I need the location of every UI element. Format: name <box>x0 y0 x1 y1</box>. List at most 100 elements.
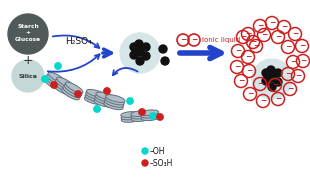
Circle shape <box>142 148 148 154</box>
Ellipse shape <box>106 95 125 102</box>
Text: Silica: Silica <box>19 74 38 78</box>
Ellipse shape <box>94 99 113 107</box>
Ellipse shape <box>64 84 82 96</box>
Circle shape <box>120 33 160 73</box>
Circle shape <box>130 43 138 51</box>
Text: −: − <box>281 22 287 31</box>
Circle shape <box>104 88 110 94</box>
Ellipse shape <box>44 79 62 90</box>
Text: +: + <box>23 54 33 67</box>
Text: −: − <box>191 35 197 44</box>
Text: −: − <box>246 66 252 75</box>
Ellipse shape <box>96 92 115 100</box>
Ellipse shape <box>131 116 149 122</box>
Circle shape <box>94 106 100 112</box>
Ellipse shape <box>86 92 105 100</box>
Circle shape <box>130 51 138 59</box>
Text: Starch
+
Glucose: Starch + Glucose <box>15 24 41 42</box>
Text: −: − <box>269 18 275 27</box>
Ellipse shape <box>95 97 114 105</box>
Circle shape <box>157 114 163 120</box>
Ellipse shape <box>53 84 71 95</box>
Circle shape <box>159 45 167 53</box>
Circle shape <box>262 69 270 77</box>
Ellipse shape <box>63 86 81 98</box>
Circle shape <box>135 40 143 48</box>
Ellipse shape <box>48 72 66 83</box>
Text: –OH: –OH <box>150 146 166 156</box>
Ellipse shape <box>121 114 139 120</box>
Ellipse shape <box>47 74 64 86</box>
Ellipse shape <box>95 94 115 102</box>
Text: −: − <box>261 30 267 39</box>
Circle shape <box>142 52 150 60</box>
Text: −: − <box>260 96 266 105</box>
Ellipse shape <box>57 77 74 88</box>
Text: −: − <box>245 29 251 38</box>
Circle shape <box>139 109 145 115</box>
Text: −: − <box>295 71 301 80</box>
Circle shape <box>127 98 133 104</box>
Text: −: − <box>272 80 278 89</box>
Text: −: − <box>250 37 256 46</box>
Circle shape <box>42 76 48 82</box>
Circle shape <box>136 48 144 56</box>
Ellipse shape <box>86 90 106 97</box>
Text: −: − <box>180 35 186 44</box>
Ellipse shape <box>62 89 79 100</box>
Circle shape <box>252 59 292 99</box>
Ellipse shape <box>104 99 124 107</box>
Ellipse shape <box>121 112 139 117</box>
Text: −: − <box>292 29 298 38</box>
Circle shape <box>268 74 276 82</box>
Text: −: − <box>285 69 291 78</box>
Text: −: − <box>290 57 296 66</box>
Ellipse shape <box>131 113 149 119</box>
Ellipse shape <box>55 79 73 91</box>
Text: −: − <box>245 52 251 61</box>
Circle shape <box>150 113 156 119</box>
Circle shape <box>51 82 57 88</box>
Ellipse shape <box>65 82 83 93</box>
Circle shape <box>136 57 144 65</box>
Circle shape <box>8 14 48 54</box>
Text: −: − <box>235 46 241 55</box>
Circle shape <box>55 63 61 69</box>
Ellipse shape <box>141 115 159 121</box>
Text: −: − <box>240 32 246 41</box>
Text: −: − <box>299 41 305 50</box>
Circle shape <box>12 60 44 92</box>
Ellipse shape <box>54 81 72 93</box>
Text: –SO₃H: –SO₃H <box>150 159 173 167</box>
Text: −: − <box>238 76 244 85</box>
Text: Ionic liquid: Ionic liquid <box>202 37 240 43</box>
Ellipse shape <box>84 97 104 105</box>
Circle shape <box>262 77 270 85</box>
Circle shape <box>75 91 81 97</box>
Text: −: − <box>234 62 240 71</box>
Ellipse shape <box>141 110 159 116</box>
Ellipse shape <box>85 94 104 102</box>
Text: −: − <box>247 89 253 98</box>
Text: −: − <box>253 41 259 50</box>
Text: −: − <box>300 56 306 65</box>
Text: −: − <box>285 42 291 51</box>
Text: −: − <box>257 79 263 88</box>
Circle shape <box>161 57 169 65</box>
Circle shape <box>268 83 276 91</box>
Text: −: − <box>257 21 263 30</box>
Circle shape <box>274 78 282 86</box>
Circle shape <box>267 66 275 74</box>
Ellipse shape <box>131 111 149 116</box>
Circle shape <box>274 69 282 77</box>
Ellipse shape <box>121 117 139 122</box>
Ellipse shape <box>46 76 63 88</box>
Text: −: − <box>275 94 281 103</box>
Text: −: − <box>287 84 293 93</box>
Ellipse shape <box>141 112 159 118</box>
Ellipse shape <box>104 102 123 110</box>
Circle shape <box>142 160 148 166</box>
Text: −: − <box>275 32 281 41</box>
Text: H₂SO₄: H₂SO₄ <box>64 36 91 46</box>
Ellipse shape <box>105 97 124 105</box>
